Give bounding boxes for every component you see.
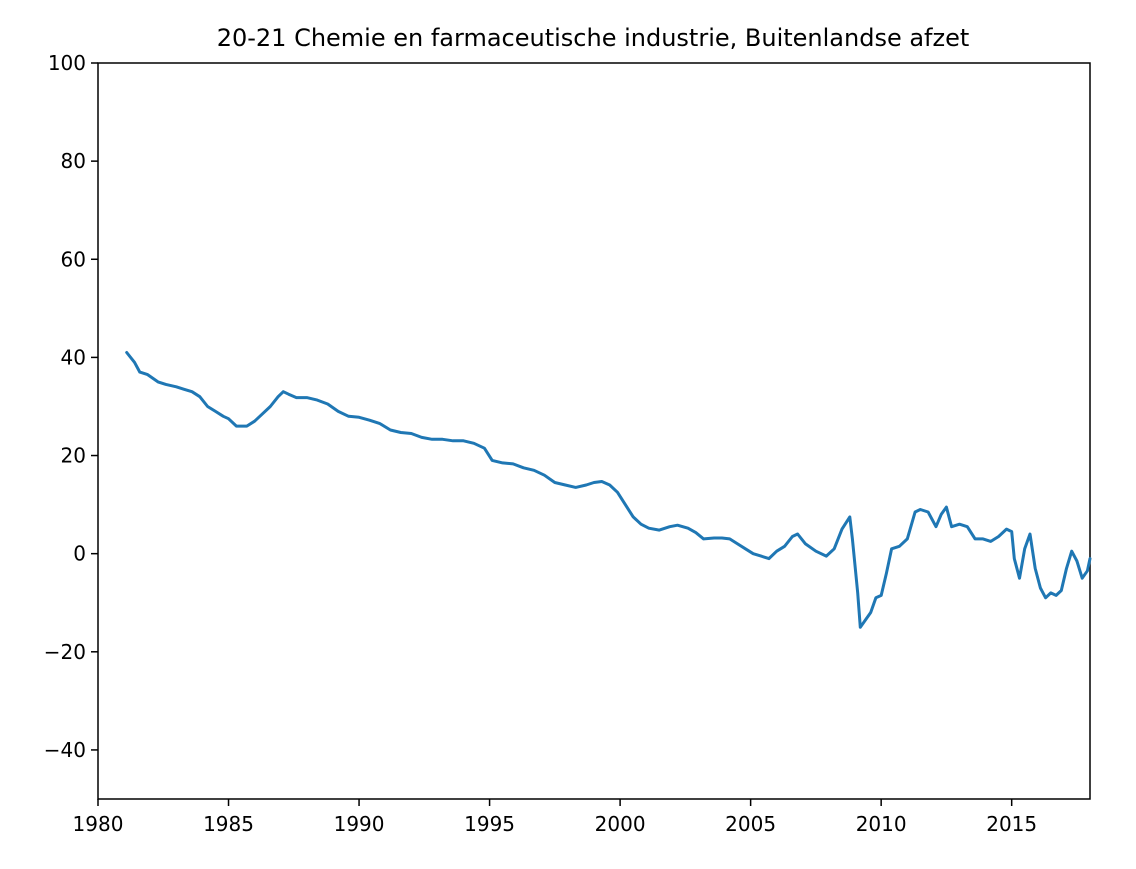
y-tick-label: −20 xyxy=(44,640,86,664)
chart-title: 20-21 Chemie en farmaceutische industrie… xyxy=(217,24,970,52)
x-tick-label: 1995 xyxy=(464,812,515,836)
plot-frame xyxy=(97,62,1091,800)
y-tick-label: 80 xyxy=(61,149,86,173)
x-tick-label: 1990 xyxy=(334,812,385,836)
y-tick-label: 100 xyxy=(48,51,86,75)
y-tick-label: 0 xyxy=(73,542,86,566)
y-tick-label: 20 xyxy=(61,444,86,468)
y-tick-label: 40 xyxy=(61,345,86,369)
y-tick-label: −40 xyxy=(44,738,86,762)
x-tick-label: 1980 xyxy=(73,812,124,836)
x-tick-label: 2005 xyxy=(725,812,776,836)
y-tick-label: 60 xyxy=(61,247,86,271)
x-tick-label: 2000 xyxy=(595,812,646,836)
x-tick-label: 1985 xyxy=(203,812,254,836)
y-axis: −40 −20 0 20 40 60 80 100 xyxy=(44,51,98,762)
series-line xyxy=(125,351,1092,629)
x-tick-label: 2010 xyxy=(856,812,907,836)
x-tick-label: 2015 xyxy=(986,812,1037,836)
x-axis: 1980 1985 1990 1995 2000 2005 2010 2015 xyxy=(73,799,1037,836)
